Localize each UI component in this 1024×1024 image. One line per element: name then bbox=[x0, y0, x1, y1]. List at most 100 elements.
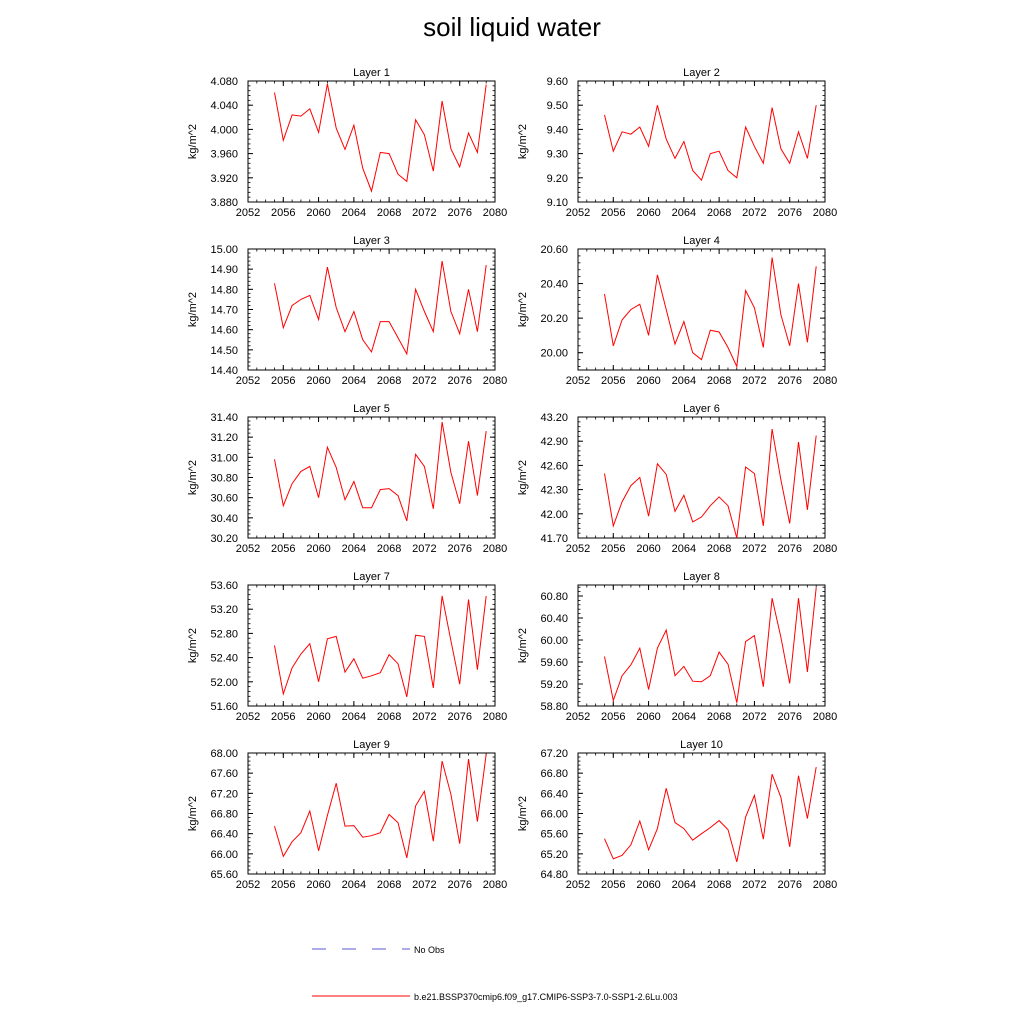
y-tick-label: 31.00 bbox=[210, 452, 238, 464]
y-tick-label: 68.00 bbox=[210, 748, 238, 760]
x-tick-label: 2072 bbox=[412, 375, 436, 387]
x-tick-label: 2056 bbox=[601, 543, 625, 555]
y-tick-label: 14.60 bbox=[210, 325, 238, 337]
x-tick-label: 2076 bbox=[447, 879, 471, 891]
x-tick-label: 2076 bbox=[777, 543, 801, 555]
x-tick-label: 2080 bbox=[483, 543, 507, 555]
y-tick-label: 66.40 bbox=[540, 788, 568, 800]
y-tick-label: 4.080 bbox=[210, 76, 238, 88]
chart-panel-7: Layer 7 2052 2056 2060 2064 2068 2072 2076 2080 5… bbox=[187, 571, 507, 723]
y-axis-label: kg/m^2 bbox=[517, 460, 529, 495]
x-tick-label: 2060 bbox=[306, 543, 330, 555]
x-tick-label: 2052 bbox=[566, 207, 590, 219]
y-tick-label: 9.20 bbox=[547, 173, 568, 185]
plot-frame bbox=[247, 416, 496, 539]
x-tick-label: 2076 bbox=[447, 711, 471, 723]
x-tick-label: 2064 bbox=[342, 711, 366, 723]
x-tick-label: 2052 bbox=[236, 543, 260, 555]
x-tick-label: 2056 bbox=[271, 711, 295, 723]
y-tick-label: 65.20 bbox=[540, 849, 568, 861]
y-tick-label: 58.80 bbox=[540, 701, 568, 713]
chart-panel-6: Layer 6 2052 2056 2060 2064 2068 2072 2076 2080 4… bbox=[517, 403, 837, 555]
x-tick-label: 2072 bbox=[742, 207, 766, 219]
y-tick-label: 9.10 bbox=[547, 197, 568, 209]
x-tick-label: 2080 bbox=[483, 375, 507, 387]
x-tick-label: 2056 bbox=[601, 375, 625, 387]
x-tick-label: 2064 bbox=[672, 375, 696, 387]
plot-frame bbox=[577, 248, 826, 371]
x-tick-label: 2056 bbox=[601, 879, 625, 891]
x-tick-label: 2064 bbox=[672, 879, 696, 891]
y-tick-label: 30.80 bbox=[210, 473, 238, 485]
legend: No Obs b.e21.BSSP370cmip6.f09_g17.CMIP6-S… bbox=[312, 945, 678, 1002]
x-tick-label: 2052 bbox=[566, 879, 590, 891]
y-tick-label: 52.80 bbox=[210, 628, 238, 640]
y-tick-label: 51.60 bbox=[210, 701, 238, 713]
y-tick-label: 66.00 bbox=[210, 849, 238, 861]
series-line bbox=[274, 261, 487, 356]
x-tick-label: 2064 bbox=[342, 207, 366, 219]
series-line bbox=[274, 595, 487, 698]
y-tick-label: 42.00 bbox=[540, 509, 568, 521]
x-tick-label: 2056 bbox=[271, 375, 295, 387]
panel-title: Layer 5 bbox=[353, 403, 390, 415]
x-tick-label: 2076 bbox=[447, 543, 471, 555]
x-tick-label: 2056 bbox=[601, 711, 625, 723]
x-tick-label: 2068 bbox=[377, 207, 401, 219]
series-line bbox=[604, 257, 817, 369]
x-tick-label: 2076 bbox=[447, 207, 471, 219]
y-tick-label: 9.30 bbox=[547, 149, 568, 161]
y-tick-label: 65.60 bbox=[540, 829, 568, 841]
x-tick-label: 2068 bbox=[707, 879, 731, 891]
y-axis-label: kg/m^2 bbox=[187, 628, 199, 663]
x-tick-label: 2052 bbox=[566, 375, 590, 387]
y-tick-label: 52.00 bbox=[210, 677, 238, 689]
series-line bbox=[604, 587, 817, 703]
y-tick-label: 41.70 bbox=[540, 533, 568, 545]
x-tick-label: 2060 bbox=[636, 375, 660, 387]
x-tick-label: 2060 bbox=[306, 879, 330, 891]
y-tick-label: 66.00 bbox=[540, 809, 568, 821]
panel-title: Layer 6 bbox=[683, 403, 720, 415]
x-tick-label: 2072 bbox=[742, 375, 766, 387]
y-tick-label: 53.60 bbox=[210, 580, 238, 592]
x-tick-label: 2068 bbox=[377, 711, 401, 723]
series-line bbox=[604, 767, 817, 863]
x-tick-label: 2068 bbox=[377, 375, 401, 387]
y-tick-label: 4.000 bbox=[210, 124, 238, 136]
y-tick-label: 59.20 bbox=[540, 679, 568, 691]
x-tick-label: 2080 bbox=[813, 879, 837, 891]
y-tick-label: 65.60 bbox=[210, 869, 238, 881]
chart-panel-5: Layer 5 2052 2056 2060 2064 2068 2072 2076 2080 3… bbox=[187, 403, 507, 555]
legend-label-model: b.e21.BSSP370cmip6.f09_g17.CMIP6-SSP3-7.… bbox=[414, 992, 678, 1002]
series-line bbox=[274, 753, 487, 859]
y-tick-label: 66.40 bbox=[210, 829, 238, 841]
y-tick-label: 9.50 bbox=[547, 100, 568, 112]
y-tick-label: 60.00 bbox=[540, 635, 568, 647]
x-tick-label: 2076 bbox=[777, 711, 801, 723]
chart-panel-10: Layer 10 2052 2056 2060 2064 2068 2072 2076 2080… bbox=[517, 739, 837, 891]
y-tick-label: 14.70 bbox=[210, 305, 238, 317]
x-tick-label: 2052 bbox=[236, 711, 260, 723]
y-tick-label: 20.40 bbox=[540, 279, 568, 291]
y-tick-label: 30.60 bbox=[210, 493, 238, 505]
series-line bbox=[274, 421, 487, 522]
x-tick-label: 2060 bbox=[636, 879, 660, 891]
page-title: soil liquid water bbox=[423, 12, 601, 42]
panel-title: Layer 3 bbox=[353, 235, 390, 247]
x-tick-label: 2052 bbox=[236, 207, 260, 219]
y-axis-label: kg/m^2 bbox=[187, 796, 199, 831]
x-tick-label: 2068 bbox=[377, 879, 401, 891]
y-tick-label: 66.80 bbox=[540, 768, 568, 780]
plot-frame bbox=[247, 752, 496, 875]
x-tick-label: 2072 bbox=[412, 543, 436, 555]
chart-panel-3: Layer 3 2052 2056 2060 2064 2068 2072 2076 2080 1… bbox=[187, 235, 507, 387]
y-tick-label: 14.90 bbox=[210, 264, 238, 276]
panel-title: Layer 10 bbox=[680, 739, 723, 751]
y-tick-label: 42.90 bbox=[540, 436, 568, 448]
y-tick-label: 52.40 bbox=[210, 653, 238, 665]
x-tick-label: 2056 bbox=[601, 207, 625, 219]
plot-frame bbox=[577, 752, 826, 875]
y-tick-label: 20.00 bbox=[540, 348, 568, 360]
